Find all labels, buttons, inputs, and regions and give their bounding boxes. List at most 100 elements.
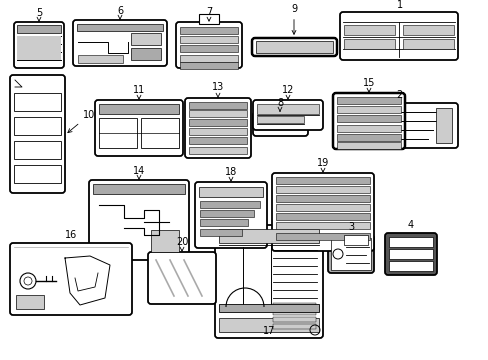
FancyBboxPatch shape bbox=[95, 100, 183, 156]
Bar bbox=[189, 119, 246, 126]
Text: 3: 3 bbox=[347, 222, 353, 232]
FancyBboxPatch shape bbox=[89, 180, 189, 260]
Text: 8: 8 bbox=[276, 98, 283, 111]
Text: 17: 17 bbox=[262, 326, 275, 336]
Bar bbox=[93, 184, 184, 194]
Text: 19: 19 bbox=[316, 158, 328, 172]
Bar bbox=[189, 147, 246, 154]
Text: 15: 15 bbox=[362, 78, 374, 92]
Bar bbox=[77, 24, 163, 31]
Text: 1: 1 bbox=[396, 0, 402, 10]
Bar bbox=[200, 210, 253, 217]
FancyBboxPatch shape bbox=[176, 22, 242, 68]
Bar bbox=[388, 249, 432, 259]
FancyBboxPatch shape bbox=[148, 252, 216, 304]
Bar bbox=[151, 230, 179, 252]
Text: 13: 13 bbox=[211, 82, 224, 98]
Bar bbox=[141, 118, 179, 148]
Text: 2: 2 bbox=[395, 90, 401, 100]
Bar bbox=[257, 104, 318, 114]
Bar bbox=[275, 177, 369, 184]
Bar bbox=[219, 304, 318, 312]
Bar bbox=[343, 39, 394, 49]
Text: 5: 5 bbox=[36, 8, 42, 21]
FancyBboxPatch shape bbox=[14, 22, 64, 68]
Bar bbox=[219, 318, 318, 332]
Bar bbox=[14, 93, 61, 111]
FancyBboxPatch shape bbox=[271, 173, 373, 251]
FancyBboxPatch shape bbox=[10, 243, 132, 315]
Bar bbox=[189, 128, 246, 135]
Text: 7: 7 bbox=[205, 7, 212, 21]
Bar bbox=[180, 55, 238, 62]
Bar bbox=[189, 102, 246, 109]
Text: 20: 20 bbox=[176, 237, 188, 251]
Bar bbox=[275, 222, 369, 229]
Bar bbox=[336, 142, 400, 149]
Bar bbox=[272, 303, 315, 308]
Bar bbox=[388, 261, 432, 271]
Bar bbox=[199, 187, 263, 197]
Text: 9: 9 bbox=[290, 4, 296, 34]
Bar bbox=[131, 48, 161, 60]
FancyBboxPatch shape bbox=[252, 112, 307, 136]
Bar bbox=[336, 134, 400, 141]
Text: 14: 14 bbox=[133, 166, 145, 179]
Bar bbox=[17, 52, 61, 60]
Bar bbox=[180, 27, 238, 34]
Bar bbox=[199, 14, 219, 24]
Bar bbox=[336, 97, 400, 104]
FancyBboxPatch shape bbox=[384, 233, 436, 275]
Bar bbox=[275, 186, 369, 193]
Bar bbox=[14, 117, 61, 135]
Bar bbox=[131, 33, 161, 45]
Bar bbox=[200, 201, 260, 208]
FancyBboxPatch shape bbox=[184, 98, 250, 158]
Bar bbox=[402, 39, 453, 49]
Bar bbox=[330, 238, 370, 270]
Bar bbox=[343, 235, 367, 245]
Bar bbox=[272, 324, 315, 329]
Bar bbox=[17, 44, 61, 52]
Bar bbox=[99, 104, 179, 114]
Bar bbox=[275, 233, 369, 240]
Bar bbox=[402, 25, 453, 35]
Bar bbox=[99, 118, 137, 148]
Bar bbox=[200, 219, 247, 226]
Bar bbox=[189, 137, 246, 144]
Bar bbox=[272, 310, 315, 315]
Bar bbox=[14, 165, 61, 183]
FancyBboxPatch shape bbox=[327, 235, 373, 273]
Bar bbox=[78, 55, 123, 63]
Text: 6: 6 bbox=[117, 6, 123, 19]
FancyBboxPatch shape bbox=[215, 225, 323, 338]
FancyBboxPatch shape bbox=[339, 103, 457, 148]
Bar bbox=[336, 106, 400, 113]
Bar bbox=[275, 213, 369, 220]
Bar bbox=[17, 36, 61, 44]
Bar bbox=[388, 237, 432, 247]
FancyBboxPatch shape bbox=[195, 182, 266, 248]
Bar bbox=[180, 45, 238, 52]
Bar bbox=[257, 116, 304, 123]
Bar bbox=[343, 25, 394, 35]
Bar bbox=[336, 115, 400, 122]
Bar bbox=[275, 195, 369, 202]
FancyBboxPatch shape bbox=[339, 12, 457, 60]
FancyBboxPatch shape bbox=[73, 20, 167, 66]
Bar bbox=[17, 25, 61, 33]
Bar bbox=[200, 229, 242, 236]
Bar bbox=[180, 36, 238, 43]
FancyBboxPatch shape bbox=[251, 38, 336, 56]
Text: 16: 16 bbox=[65, 230, 77, 240]
Bar bbox=[275, 204, 369, 211]
Bar bbox=[180, 62, 238, 69]
Text: 18: 18 bbox=[224, 167, 237, 181]
Bar bbox=[14, 141, 61, 159]
Bar bbox=[219, 229, 318, 243]
Text: 11: 11 bbox=[133, 85, 145, 99]
Bar bbox=[16, 295, 44, 309]
Text: 10: 10 bbox=[68, 110, 95, 132]
FancyBboxPatch shape bbox=[252, 100, 323, 130]
Bar bbox=[256, 41, 332, 53]
